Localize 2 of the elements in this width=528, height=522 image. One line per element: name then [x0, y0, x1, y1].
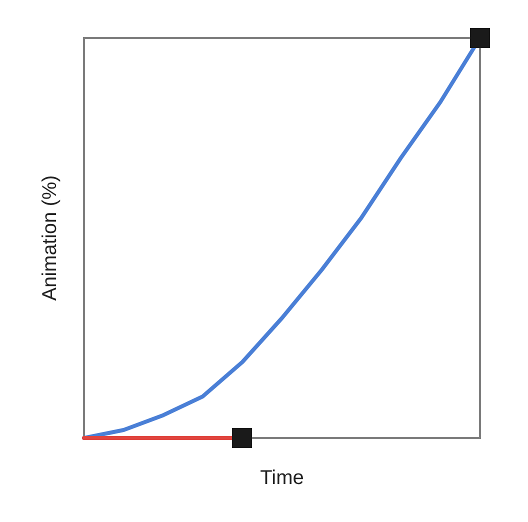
y-axis-title: Animation (%) — [39, 175, 61, 301]
x-axis-title: Time — [260, 467, 304, 489]
